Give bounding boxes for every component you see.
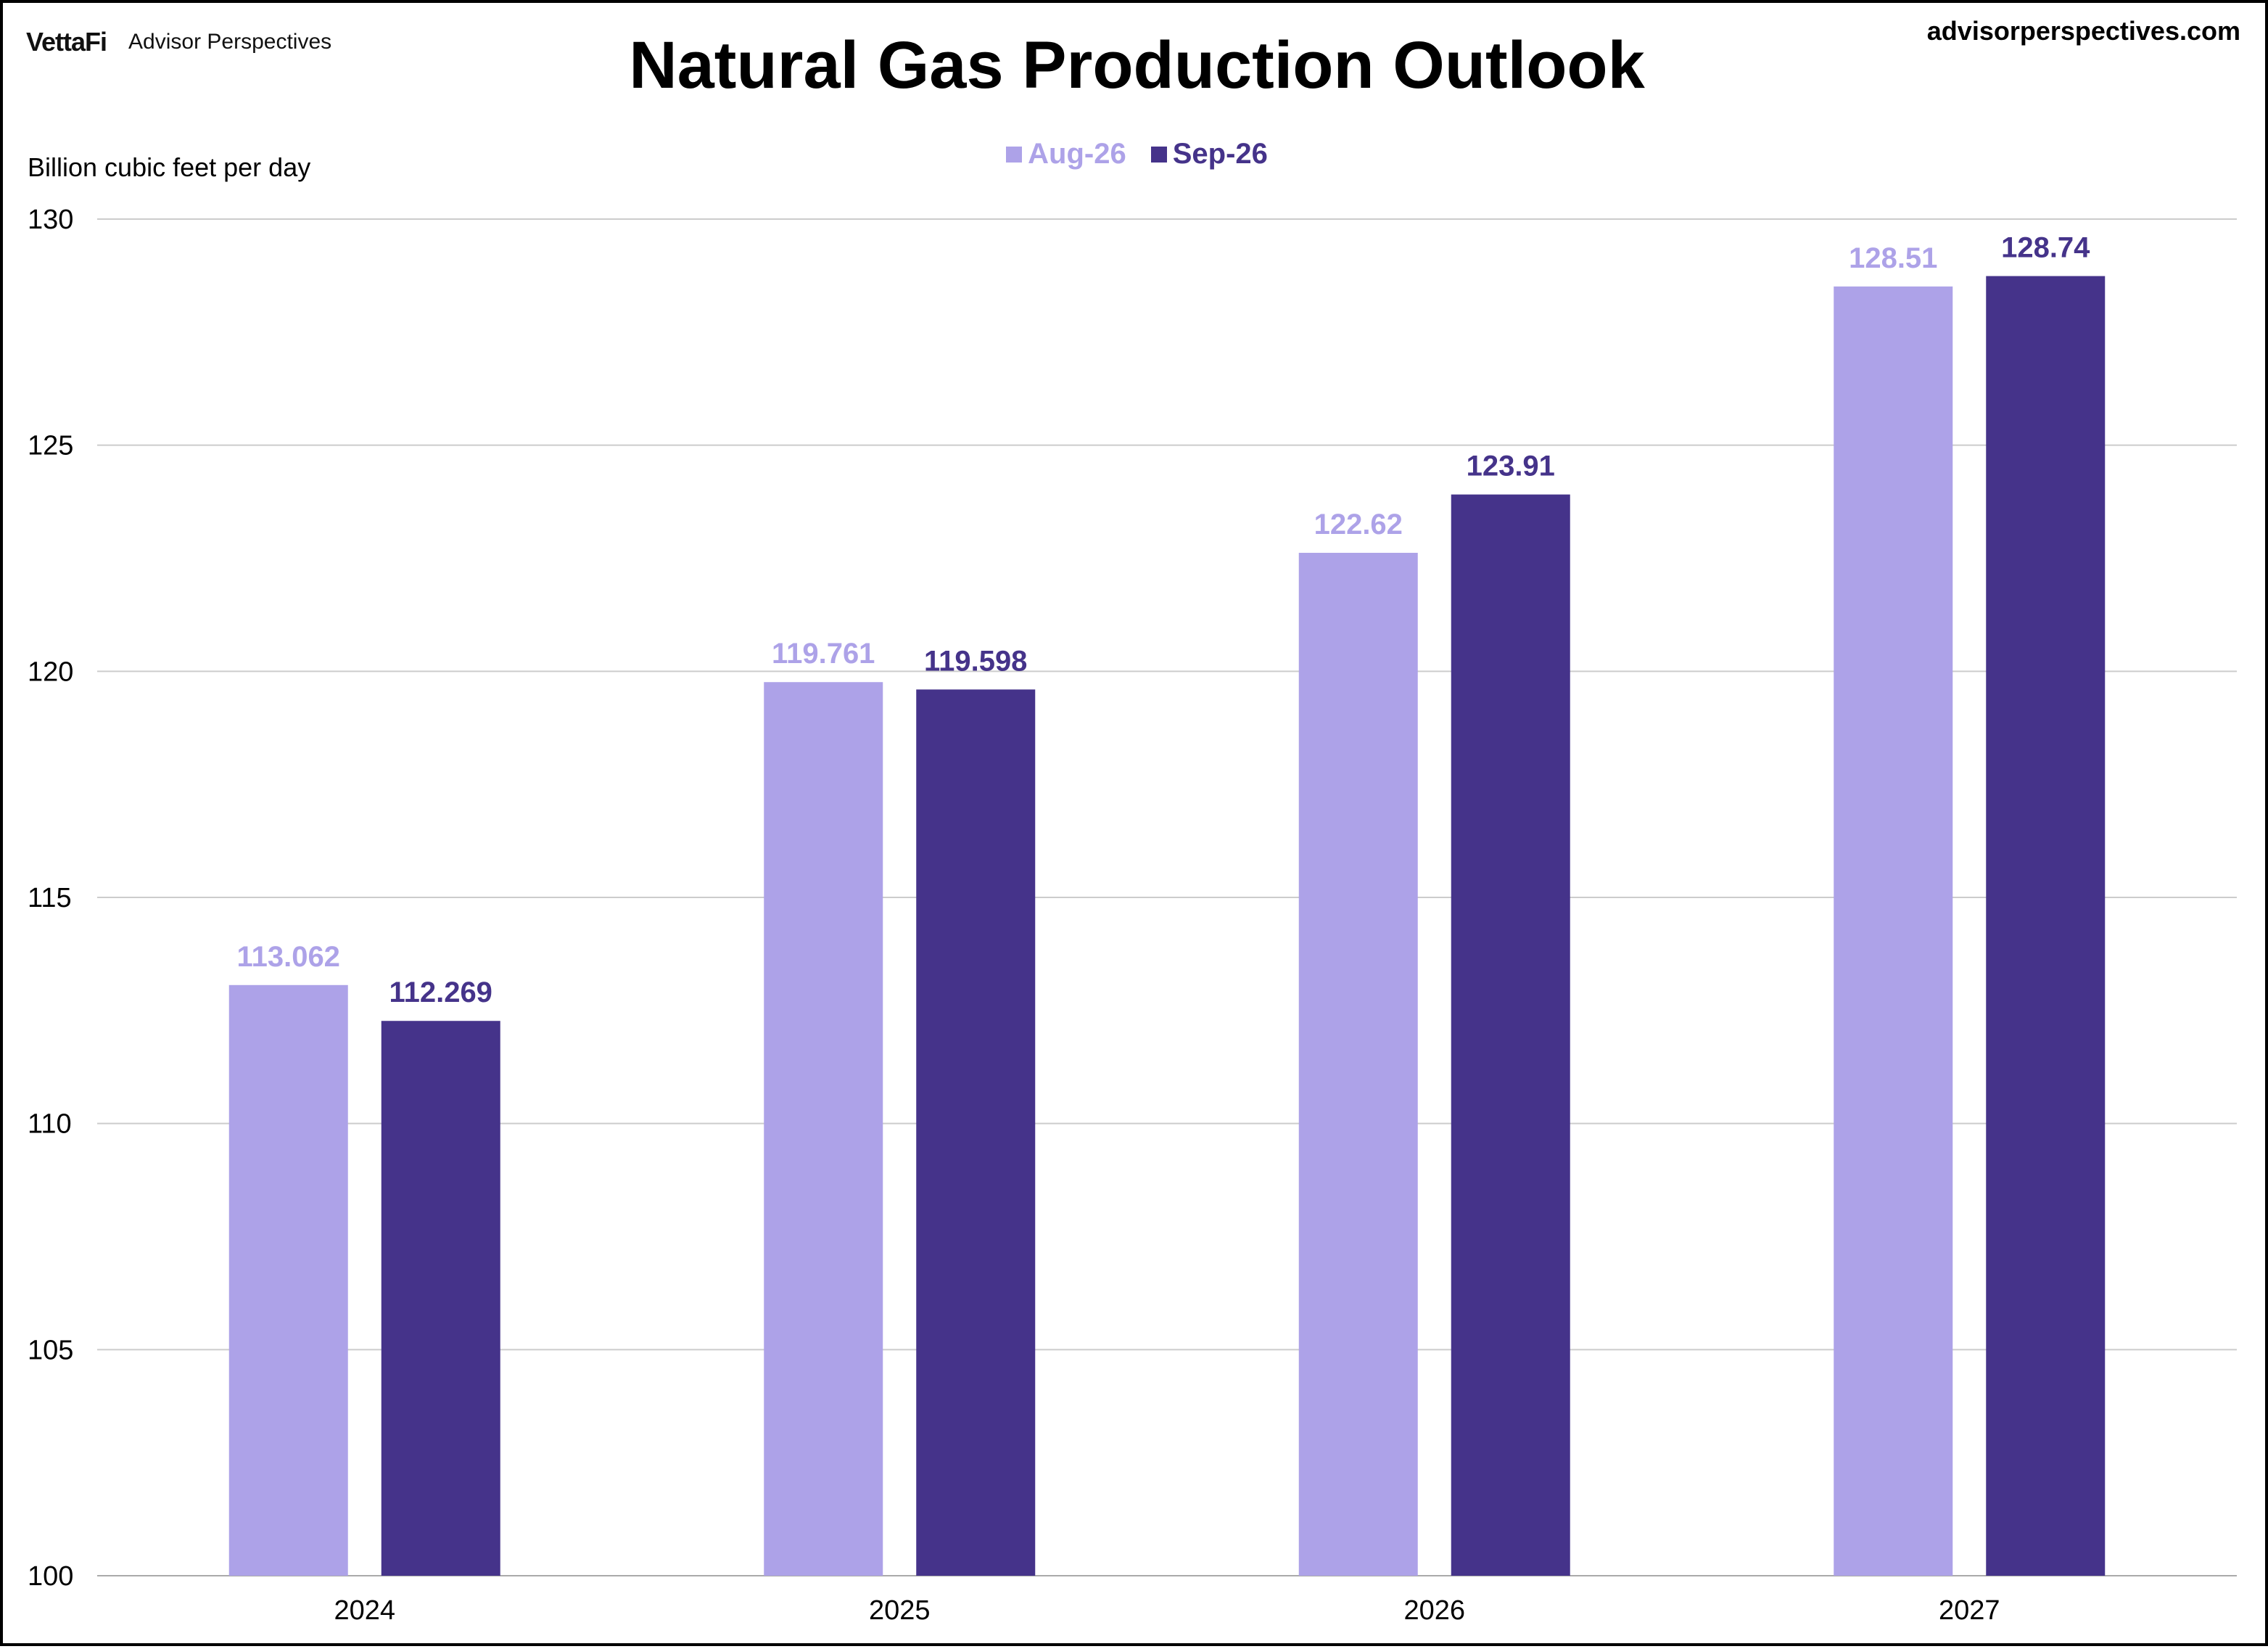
brand: VettaFi Advisor Perspectives bbox=[26, 20, 331, 64]
legend-swatch-aug bbox=[1006, 146, 1023, 163]
bar bbox=[381, 1021, 500, 1576]
bar-chart-plot: 100 105 110 115 120 125 130 113.062 112.269 2024 1… bbox=[28, 205, 2237, 1626]
legend-item-aug: Aug-26 bbox=[1006, 138, 1126, 170]
y-tick-label: 125 bbox=[28, 431, 73, 461]
vettafi-logo: VettaFi bbox=[26, 27, 107, 57]
bar bbox=[1298, 553, 1418, 1576]
bar bbox=[1451, 494, 1570, 1576]
brand-name: Advisor Perspectives bbox=[128, 30, 332, 54]
data-label: 119.598 bbox=[924, 645, 1027, 677]
y-tick-label: 100 bbox=[28, 1561, 73, 1592]
bar bbox=[1834, 286, 1953, 1576]
legend: Aug-26 Sep-26 bbox=[3, 138, 2268, 170]
y-axis-label: Billion cubic feet per day bbox=[28, 152, 311, 182]
data-label: 112.269 bbox=[389, 976, 492, 1008]
bar bbox=[916, 689, 1036, 1576]
data-label: 128.51 bbox=[1849, 242, 1937, 274]
legend-label-sep: Sep-26 bbox=[1172, 138, 1268, 170]
chart-title: Natural Gas Production Outlook bbox=[629, 28, 1645, 102]
y-tick-label: 105 bbox=[28, 1335, 73, 1365]
x-tick-label: 2026 bbox=[1403, 1595, 1465, 1626]
data-label: 113.062 bbox=[237, 941, 340, 973]
legend-label-aug: Aug-26 bbox=[1028, 138, 1126, 170]
legend-item-sep: Sep-26 bbox=[1150, 138, 1268, 170]
site-url: advisorperspectives.com bbox=[1926, 16, 2240, 46]
bar bbox=[228, 984, 348, 1576]
data-label: 128.74 bbox=[2001, 232, 2090, 264]
bar bbox=[764, 682, 883, 1576]
x-tick-label: 2025 bbox=[869, 1595, 931, 1626]
x-tick-label: 2027 bbox=[1939, 1595, 2000, 1626]
bar bbox=[1986, 276, 2106, 1576]
data-label: 123.91 bbox=[1467, 451, 1555, 482]
legend-swatch-sep bbox=[1150, 146, 1167, 163]
y-tick-label: 130 bbox=[28, 205, 73, 235]
y-tick-label: 115 bbox=[28, 883, 72, 913]
x-tick-label: 2024 bbox=[334, 1595, 395, 1626]
data-label: 119.761 bbox=[772, 638, 875, 670]
y-tick-label: 120 bbox=[28, 657, 73, 687]
data-label: 122.62 bbox=[1314, 509, 1403, 540]
y-tick-label: 110 bbox=[28, 1109, 72, 1140]
